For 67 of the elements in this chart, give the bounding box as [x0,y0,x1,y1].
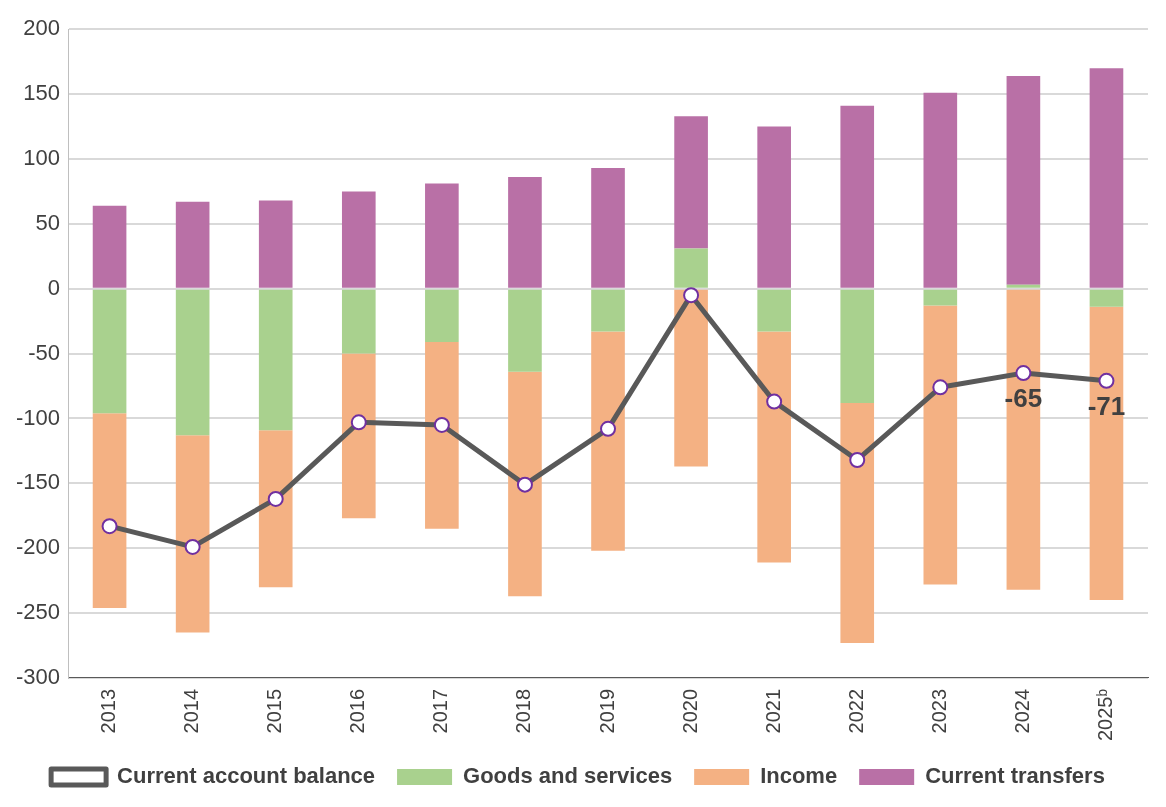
bar [591,168,625,288]
legend-label: Goods and services [463,763,673,789]
legend-label: Current transfers [925,763,1105,789]
bar [923,92,958,288]
bar [508,177,542,288]
x-tick-label: 2022 [844,688,867,734]
bar [757,289,791,332]
x-tick-label: 2019 [595,688,618,734]
bar [1089,289,1124,307]
x-tick-label: 2013 [97,688,120,734]
bar [923,289,958,306]
bar [1006,284,1041,288]
bar [674,248,708,288]
x-tick-label: 2020 [678,688,701,734]
y-tick-label: -200 [15,534,61,560]
bar [840,402,875,643]
bar [92,413,127,608]
bar [341,289,376,354]
bar [175,435,210,633]
bar [840,105,875,288]
y-tick-label: 100 [23,145,61,171]
x-tick-label: 2015 [263,688,286,734]
y-tick-label: -100 [15,404,61,430]
x-tick-label: 2021 [761,688,784,734]
bar [591,331,625,551]
bar [258,289,293,431]
x-tick-label: 2025ᵇ [1093,688,1116,742]
bar [757,126,791,288]
bar [92,289,127,414]
bar [258,430,293,588]
bar [175,289,210,436]
bar [508,371,542,597]
y-tick-label: -300 [15,664,61,690]
bar [1089,68,1124,288]
bar [258,200,293,288]
y-tick-label: -250 [15,599,61,625]
y-tick-label: 50 [35,209,61,235]
bar [1089,306,1124,601]
y-tick-label: -150 [15,469,61,495]
bar [674,116,708,249]
bar [425,341,459,529]
bar [341,353,376,519]
bar [591,289,625,332]
legend-label: Income [760,763,838,789]
bar [1006,289,1041,590]
x-tick-label: 2016 [346,688,369,734]
bar [425,183,459,288]
bar [175,201,210,288]
x-tick-label: 2023 [927,688,950,734]
bar [840,289,875,403]
x-tick-label: 2018 [512,688,535,734]
x-tick-label: 2014 [180,688,203,734]
bar [674,289,708,467]
x-tick-label: 2017 [429,688,452,734]
bar [425,289,459,342]
y-tick-label: 200 [23,15,61,41]
y-tick-label: -50 [28,339,61,365]
legend-label: Current account balance [117,763,376,789]
bar [92,205,127,288]
bar [1006,75,1041,285]
bar [923,305,958,585]
y-tick-label: 150 [23,80,61,106]
x-tick-label: 2024 [1010,688,1033,734]
bar [757,331,791,563]
bar [341,191,376,288]
y-tick-label: 0 [47,274,61,300]
bar [508,289,542,372]
